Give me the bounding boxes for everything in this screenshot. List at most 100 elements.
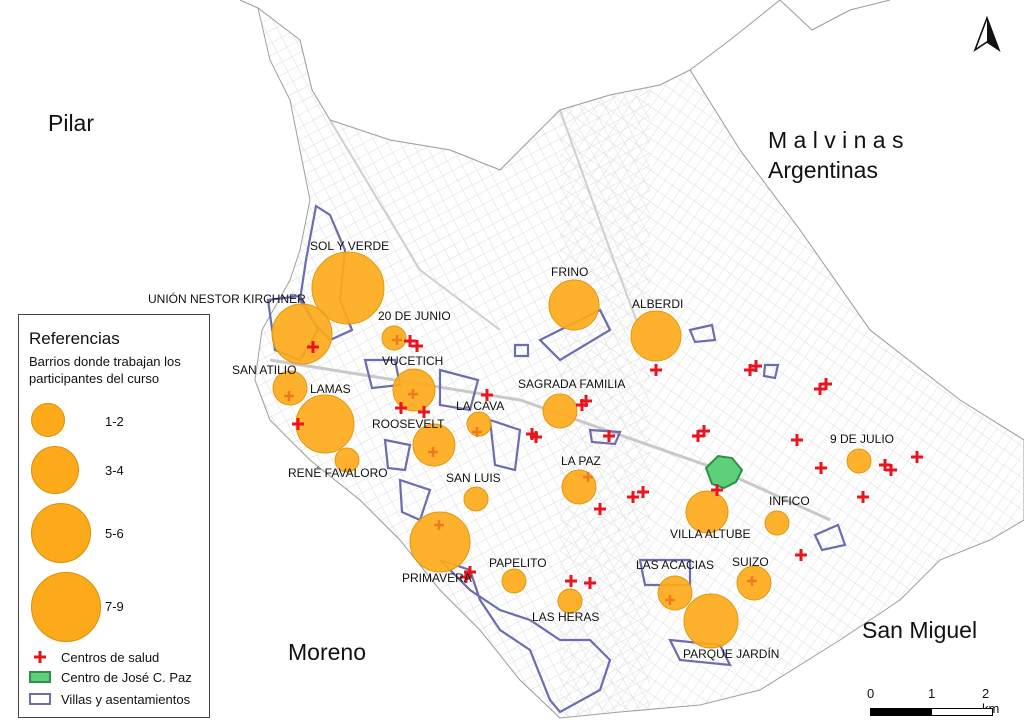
circle-suizo [736, 565, 772, 601]
dept-san-miguel: San Miguel [862, 617, 977, 643]
health-center [418, 406, 430, 418]
centro-swatch-icon [29, 671, 51, 683]
circle-las-heras [557, 588, 583, 614]
label-san-luis: SAN LUIS [446, 471, 501, 485]
health-center [795, 549, 807, 561]
health-center [392, 335, 402, 345]
health-center [292, 418, 304, 430]
north-arrow-icon [973, 16, 1001, 53]
legend-circle-small [31, 403, 65, 437]
legend-label-5-6: 5-6 [105, 526, 124, 541]
label-20-de-junio: 20 DE JUNIO [378, 309, 451, 323]
label-parque-jardin: PARQUE JARDÍN [683, 646, 779, 661]
label-vucetich: VUCETICH [382, 354, 443, 368]
label-la-cava: LA CAVA [456, 399, 504, 413]
circle-9-de-julio [846, 448, 872, 474]
legend-circle-xlarge [31, 572, 101, 642]
circle-las-acacias [657, 575, 693, 611]
scale-segment-white [931, 708, 993, 716]
health-center [698, 425, 710, 437]
health-center [284, 391, 294, 401]
scale-label-0: 0 [867, 686, 875, 701]
circle-parque-jardin [683, 593, 739, 649]
health-center [408, 389, 418, 399]
health-center [820, 378, 832, 390]
health-center [404, 335, 416, 347]
legend-label-centro: Centro de José C. Paz [61, 670, 192, 685]
circle-sol-y-verde [311, 251, 385, 325]
label-primavera: PRIMAVERA [402, 571, 472, 585]
label-san-atilio: SAN ATILIO [232, 363, 296, 377]
label-suizo: SUIZO [732, 555, 769, 569]
legend-label-villas: Villas y asentamientos [61, 692, 191, 707]
health-centers [292, 335, 923, 589]
label-las-acacias: LAS ACACIAS [636, 558, 714, 572]
label-frino: FRINO [551, 265, 588, 279]
legend-label-3-4: 3-4 [105, 463, 124, 478]
dept-moreno: Moreno [288, 639, 366, 665]
label-las-heras: LAS HERAS [532, 610, 599, 624]
circle-papelito [501, 568, 527, 594]
label-rene-favaloro: RENÉ FAVALORO [288, 465, 388, 480]
health-center [580, 395, 592, 407]
centro-jose-c-paz [704, 454, 744, 490]
label-alberdi: ALBERDI [632, 297, 683, 311]
health-center [603, 430, 615, 442]
health-center [857, 491, 869, 503]
circle-la-paz [561, 469, 597, 505]
circle-villa-altube [685, 490, 729, 534]
health-center [885, 464, 897, 476]
legend: Referencias Barrios donde trabajan los p… [18, 314, 210, 718]
health-center [650, 364, 662, 376]
health-center [594, 503, 606, 515]
health-center [750, 360, 762, 372]
health-center [565, 575, 577, 587]
barrio-circles [271, 251, 872, 649]
health-center [583, 472, 593, 482]
health-center [747, 576, 757, 586]
scale-segment-black [870, 708, 932, 716]
label-infico: INFICO [769, 494, 810, 508]
health-center [481, 389, 493, 401]
health-center [395, 402, 407, 414]
circle-20-de-junio [381, 325, 407, 351]
health-center [584, 577, 596, 589]
label-lamas: LAMAS [310, 382, 351, 396]
circle-infico [764, 510, 790, 536]
circle-san-atilio [272, 370, 308, 406]
circle-alberdi [630, 310, 682, 362]
health-center [530, 431, 542, 443]
health-center [637, 486, 649, 498]
health-center [911, 451, 923, 463]
health-center [428, 447, 438, 457]
label-la-paz: LA PAZ [561, 454, 601, 468]
health-center [815, 462, 827, 474]
label-papelito: PAPELITO [489, 556, 547, 570]
label-union-nestor-kirchner: UNIÓN NESTOR KIRCHNER [148, 291, 306, 306]
health-center [411, 340, 423, 352]
health-center [711, 484, 723, 496]
dept-argentinas: Argentinas [768, 157, 878, 183]
health-centers-inside [284, 335, 757, 605]
circle-roosevelt [412, 423, 456, 467]
street-network [255, 8, 1024, 718]
health-center [472, 427, 482, 437]
circle-sagrada-familia [542, 393, 578, 429]
health-center [464, 566, 476, 578]
legend-subtitle: Barrios donde trabajan los participantes… [29, 354, 181, 386]
label-sol-y-verde: SOL Y VERDE [310, 239, 389, 253]
circle-lamas [295, 394, 355, 454]
legend-label-7-9: 7-9 [105, 599, 124, 614]
label-sagrada-familia: SAGRADA FAMILIA [518, 377, 625, 391]
circle-frino [548, 279, 600, 331]
circle-san-luis [463, 486, 489, 512]
circle-rene-favaloro [334, 447, 360, 473]
circle-union-nestor-kirchner [271, 303, 333, 365]
legend-label-health: Centros de salud [61, 650, 160, 665]
health-center [627, 491, 639, 503]
legend-label-1-2: 1-2 [105, 414, 124, 429]
label-roosevelt: ROOSEVELT [372, 417, 445, 431]
dept-pilar: Pilar [48, 110, 94, 136]
municipality-outline [254, 6, 1024, 719]
